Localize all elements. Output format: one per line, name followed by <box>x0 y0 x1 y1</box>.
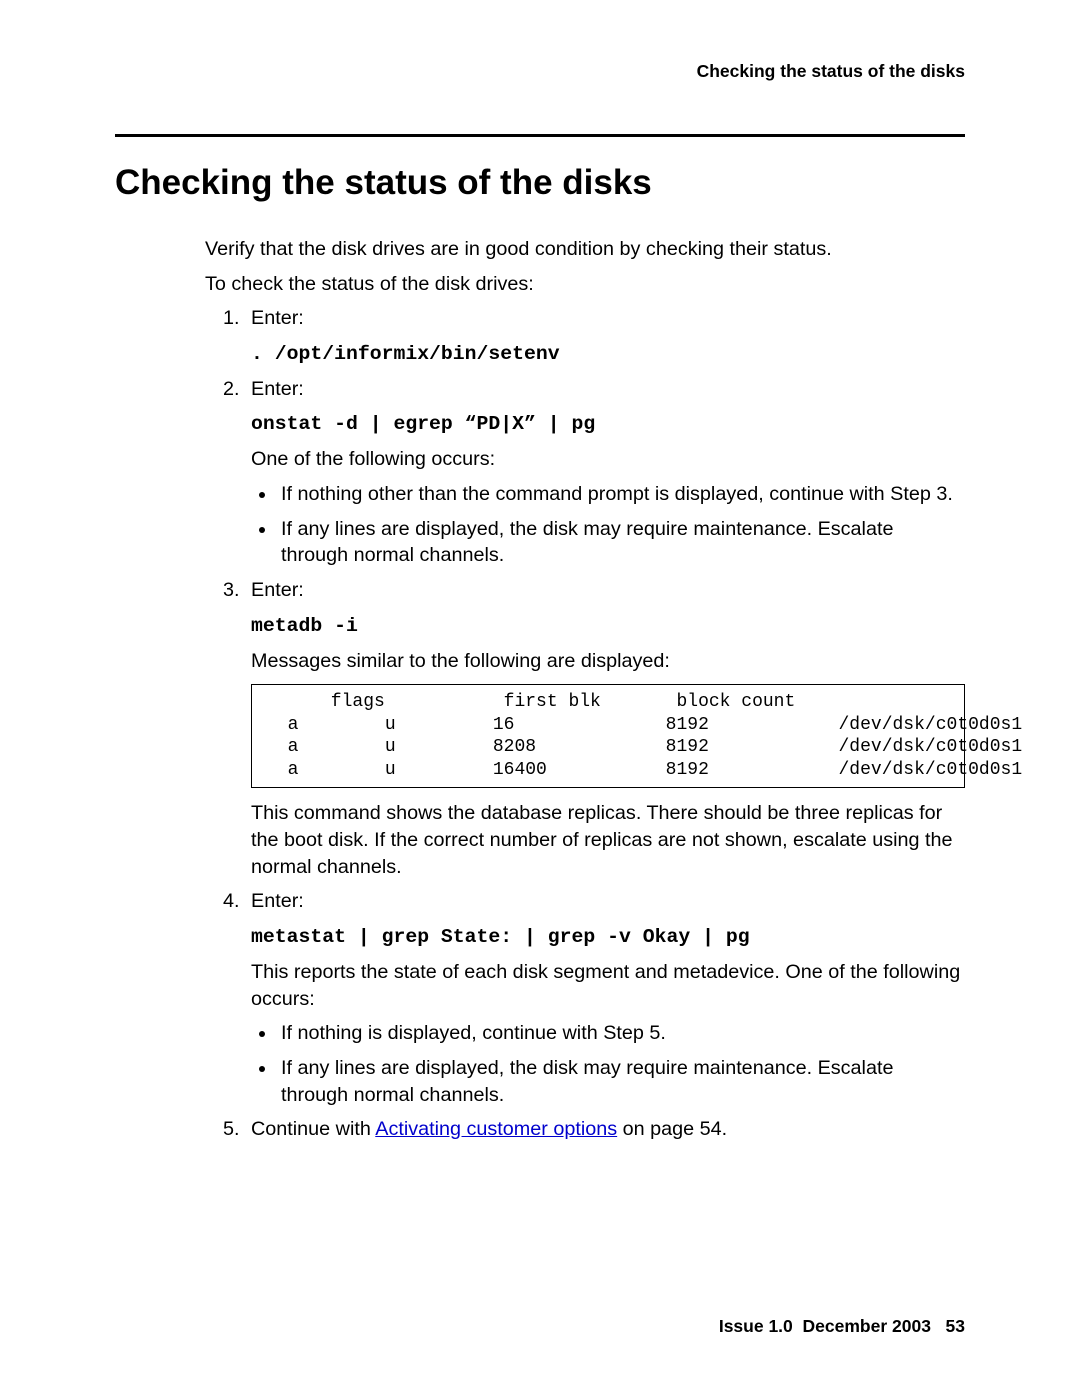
intro-paragraph-1: Verify that the disk drives are in good … <box>205 236 965 263</box>
footer-date: December 2003 <box>803 1316 931 1336</box>
steps-list: Enter: . /opt/informix/bin/setenv Enter:… <box>245 305 965 1143</box>
step-3: Enter: metadb -i Messages similar to the… <box>245 577 965 880</box>
step-4-bullet-1: If nothing is displayed, continue with S… <box>277 1020 965 1047</box>
footer-page-number: 53 <box>946 1316 965 1336</box>
step-4-command: metastat | grep State: | grep -v Okay | … <box>251 926 750 948</box>
page-footer: Issue 1.0 December 2003 53 <box>719 1315 965 1339</box>
step-1-label: Enter: <box>251 307 304 329</box>
step-4-after: This reports the state of each disk segm… <box>251 959 965 1012</box>
step-1-command: . /opt/informix/bin/setenv <box>251 343 560 365</box>
step-5-post: on page 54. <box>617 1118 727 1140</box>
page-title: Checking the status of the disks <box>115 159 965 206</box>
step-4: Enter: metastat | grep State: | grep -v … <box>245 888 965 1108</box>
step-2-label: Enter: <box>251 378 304 400</box>
step-3-explain: This command shows the database replicas… <box>251 800 965 880</box>
intro-paragraph-2: To check the status of the disk drives: <box>205 271 965 298</box>
running-header: Checking the status of the disks <box>115 60 965 84</box>
step-4-label: Enter: <box>251 890 304 912</box>
step-1: Enter: . /opt/informix/bin/setenv <box>245 305 965 367</box>
step-2-bullets: If nothing other than the command prompt… <box>277 481 965 569</box>
step-2-command: onstat -d | egrep “PD|X” | pg <box>251 413 595 435</box>
step-3-command: metadb -i <box>251 615 358 637</box>
step-5: Continue with Activating customer option… <box>245 1116 965 1143</box>
step-3-output-box: flags first blk block count a u 16 8192 … <box>251 684 965 788</box>
step-3-after: Messages similar to the following are di… <box>251 648 965 675</box>
step-3-label: Enter: <box>251 579 304 601</box>
step-2: Enter: onstat -d | egrep “PD|X” | pg One… <box>245 376 965 569</box>
step-2-after: One of the following occurs: <box>251 446 965 473</box>
step-2-bullet-1: If nothing other than the command prompt… <box>277 481 965 508</box>
step-4-bullets: If nothing is displayed, continue with S… <box>277 1020 965 1108</box>
step-2-bullet-2: If any lines are displayed, the disk may… <box>277 516 965 569</box>
activating-customer-options-link[interactable]: Activating customer options <box>375 1118 617 1140</box>
step-5-pre: Continue with <box>251 1118 375 1140</box>
footer-issue: Issue 1.0 <box>719 1316 793 1336</box>
step-4-bullet-2: If any lines are displayed, the disk may… <box>277 1055 965 1108</box>
horizontal-rule <box>115 134 965 137</box>
